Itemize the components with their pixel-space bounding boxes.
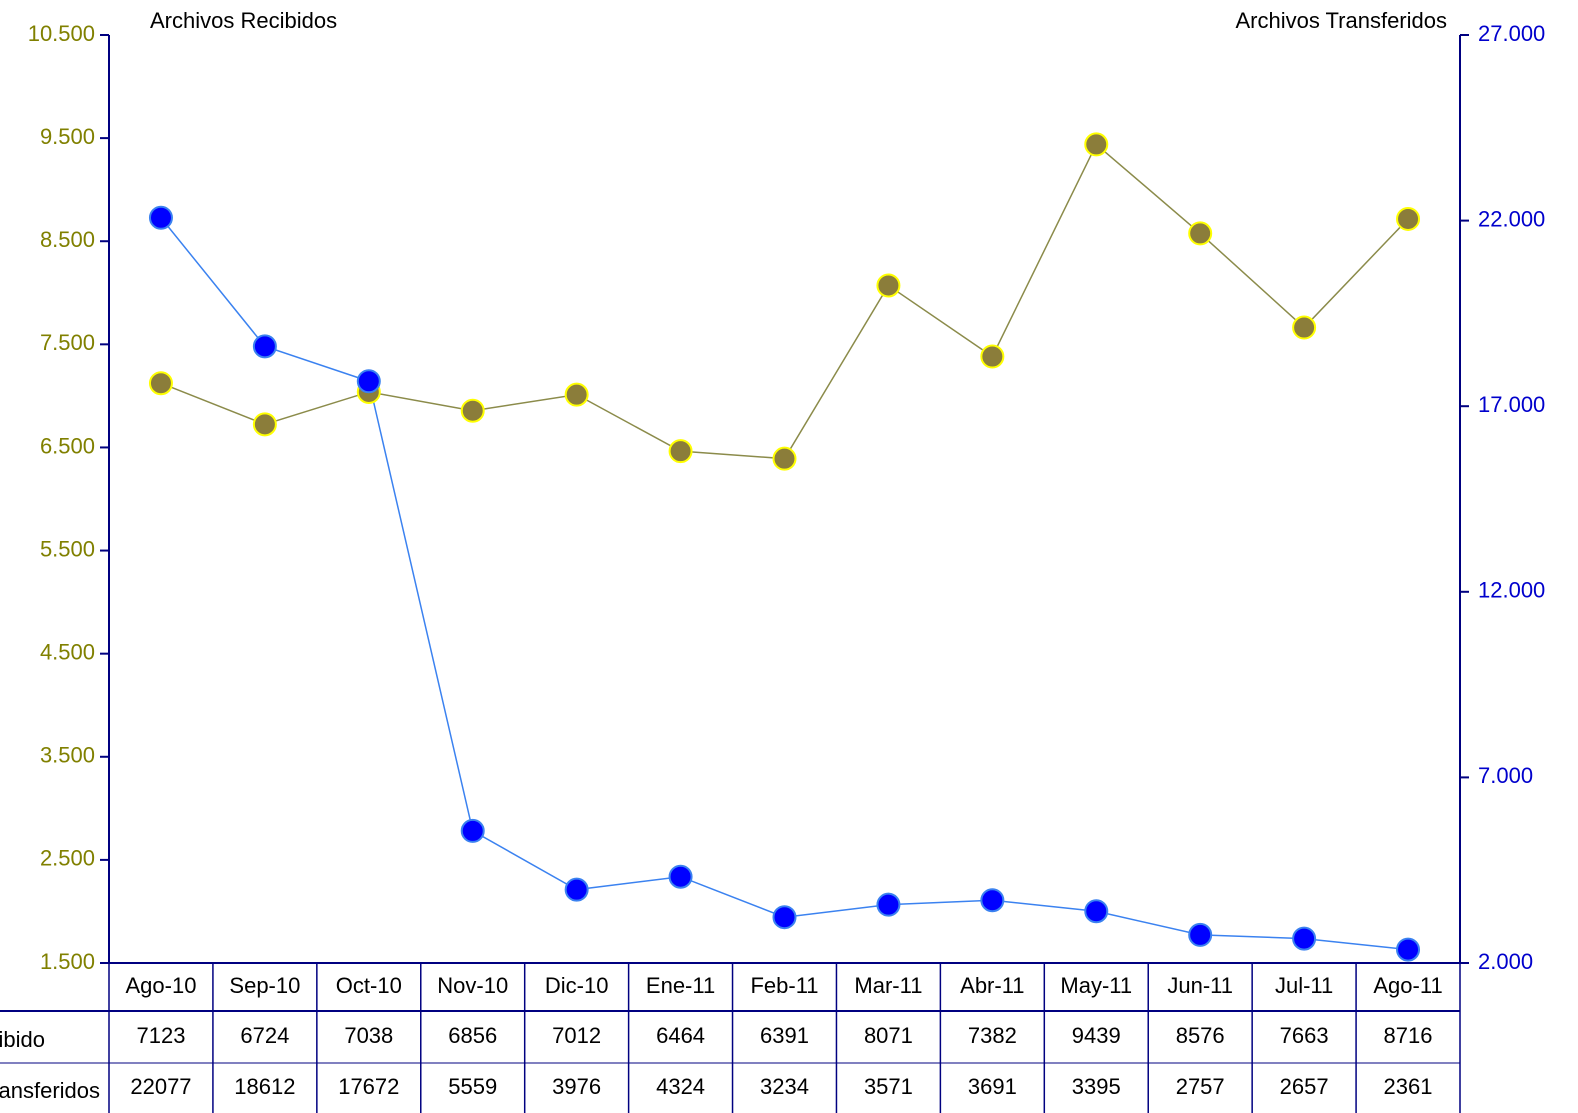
x-tick-label: Feb-11 <box>750 973 818 998</box>
y-tick-label: 8.500 <box>40 227 95 252</box>
y-tick-label: 9.500 <box>40 124 95 149</box>
table-value: 6724 <box>240 1023 289 1048</box>
y-tick-label: 4.500 <box>40 639 95 664</box>
table-value: 6391 <box>760 1023 809 1048</box>
table-value: 6464 <box>656 1023 705 1048</box>
data-point <box>1292 315 1317 340</box>
data-point <box>876 892 901 917</box>
table-value: 8576 <box>1176 1023 1225 1048</box>
y-tick-label: 6.500 <box>40 433 95 458</box>
data-point <box>1084 132 1109 157</box>
x-tick-label: Nov-10 <box>437 973 508 998</box>
table-value: 8716 <box>1384 1023 1433 1048</box>
table-value: 22077 <box>130 1074 191 1099</box>
series-line <box>160 217 1409 951</box>
y-tick-label: 3.500 <box>40 743 95 768</box>
table-value: 9439 <box>1072 1023 1121 1048</box>
table-value: 3571 <box>864 1074 913 1099</box>
table-value: 2757 <box>1176 1074 1225 1099</box>
data-point <box>876 273 901 298</box>
table-value: 8071 <box>864 1023 913 1048</box>
y2-tick-label: 2.000 <box>1478 949 1533 974</box>
table-value: 7123 <box>136 1023 185 1048</box>
data-point <box>772 446 797 471</box>
data-point <box>772 905 797 930</box>
x-tick-label: Ago-10 <box>125 973 196 998</box>
data-point <box>980 344 1005 369</box>
data-point <box>1188 221 1213 246</box>
series-line <box>160 143 1409 460</box>
y2-tick-label: 27.000 <box>1478 21 1545 46</box>
table-value: 17672 <box>338 1074 399 1099</box>
y-axis-title: Archivos Recibidos <box>150 8 337 33</box>
table-value: 7038 <box>344 1023 393 1048</box>
y2-tick-label: 12.000 <box>1478 578 1545 603</box>
table-value: 3976 <box>552 1074 601 1099</box>
y-tick-label: 5.500 <box>40 536 95 561</box>
x-tick-label: Oct-10 <box>336 973 402 998</box>
x-tick-label: Abr-11 <box>960 973 1024 998</box>
data-point <box>460 398 485 423</box>
data-point <box>980 888 1005 913</box>
x-tick-label: Mar-11 <box>854 973 922 998</box>
data-point <box>668 864 693 889</box>
x-tick-label: Jul-11 <box>1275 973 1333 998</box>
data-point <box>1292 926 1317 951</box>
table-value: 7012 <box>552 1023 601 1048</box>
data-point <box>356 369 381 394</box>
y-tick-label: 10.500 <box>28 21 95 46</box>
table-value: 3691 <box>968 1074 1017 1099</box>
y2-tick-label: 22.000 <box>1478 206 1545 231</box>
data-point <box>252 334 277 359</box>
data-point <box>1396 206 1421 231</box>
x-tick-label: Dic-10 <box>545 973 609 998</box>
x-tick-label: Jun-11 <box>1167 973 1233 998</box>
table-value: 2361 <box>1384 1074 1433 1099</box>
data-point <box>252 412 277 437</box>
table-value: 2657 <box>1280 1074 1329 1099</box>
data-point <box>148 205 173 230</box>
data-point <box>1396 937 1421 962</box>
table-value: 3234 <box>760 1074 809 1099</box>
x-tick-label: May-11 <box>1060 973 1132 998</box>
data-point <box>564 382 589 407</box>
table-value: 6856 <box>448 1023 497 1048</box>
table-value: 3395 <box>1072 1074 1121 1099</box>
data-point <box>564 877 589 902</box>
y2-axis-title: Archivos Transferidos <box>1235 8 1447 33</box>
x-tick-label: Ene-11 <box>646 973 715 998</box>
x-tick-label: Ago-11 <box>1373 973 1442 998</box>
table-value: 18612 <box>234 1074 295 1099</box>
y2-tick-label: 7.000 <box>1478 763 1533 788</box>
y-tick-label: 2.500 <box>40 846 95 871</box>
data-point <box>668 439 693 464</box>
data-point <box>1084 899 1109 924</box>
data-point <box>1188 922 1213 947</box>
legend-label: Transferidos <box>0 1078 100 1103</box>
data-point <box>460 818 485 843</box>
table-value: 5559 <box>448 1074 497 1099</box>
table-value: 7663 <box>1280 1023 1329 1048</box>
x-tick-label: Sep-10 <box>229 973 300 998</box>
y2-tick-label: 17.000 <box>1478 392 1545 417</box>
y-tick-label: 7.500 <box>40 330 95 355</box>
table-value: 4324 <box>656 1074 705 1099</box>
legend-label: Recibido <box>0 1027 45 1052</box>
table-value: 7382 <box>968 1023 1017 1048</box>
y-tick-label: 1.500 <box>40 949 95 974</box>
data-point <box>148 371 173 396</box>
